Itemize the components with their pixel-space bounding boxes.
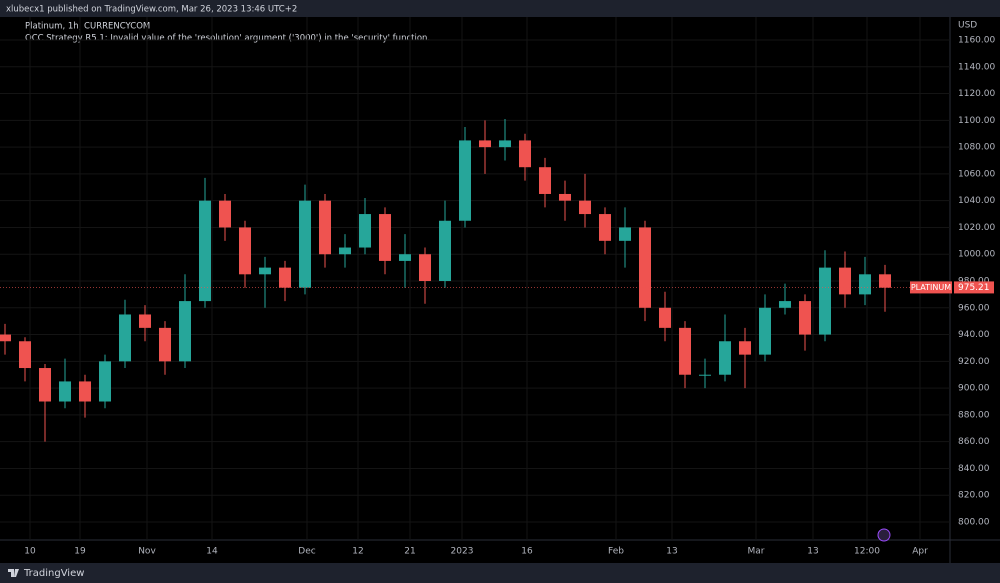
x-tick-label: Feb (608, 547, 624, 557)
brand: TradingView (23, 568, 84, 579)
candle-body (599, 214, 611, 241)
y-tick-label: 920.00 (958, 357, 990, 367)
x-tick-label: 2023 (451, 547, 474, 557)
x-tick-label: 14 (206, 547, 218, 557)
candle-body (379, 214, 391, 261)
x-tick-label: Apr (912, 547, 928, 557)
x-tick-label: Mar (748, 547, 765, 557)
candle-body (399, 254, 411, 261)
candle-body (39, 368, 51, 402)
candle-body (139, 314, 151, 328)
candle-body (519, 140, 531, 168)
candle-body (719, 341, 731, 375)
y-tick-label: 1060.00 (958, 169, 995, 179)
candle-body (19, 341, 31, 369)
x-tick-label: 13 (807, 547, 818, 557)
y-tick-label: 1140.00 (958, 62, 995, 72)
candle-body (819, 267, 831, 335)
y-tick-label: 900.00 (958, 384, 990, 394)
y-tick-label: 1080.00 (958, 143, 995, 153)
x-tick-label: 21 (404, 547, 415, 557)
candle-body (59, 381, 71, 402)
x-tick-label: Nov (138, 547, 156, 557)
alert-icon[interactable] (877, 528, 891, 542)
candle-body (79, 381, 91, 402)
candle-body (479, 140, 491, 148)
candle-body (499, 140, 511, 148)
x-tick-label: Dec (298, 547, 315, 557)
candle-body (879, 274, 891, 288)
y-tick-label: 880.00 (958, 410, 990, 420)
symbol-tag-bg (910, 281, 952, 294)
last-price-bg (954, 281, 994, 294)
publish-info: xlubecx1 published on TradingView.com, M… (6, 5, 297, 15)
candle-body (319, 200, 331, 255)
candle-body (559, 193, 571, 201)
x-tick-label: 12:00 (854, 547, 880, 557)
candle-body (99, 361, 111, 402)
logo (8, 569, 19, 577)
symbol-tag: PLATINUM (911, 283, 951, 292)
candle-body (659, 307, 671, 328)
candle-body (159, 327, 171, 362)
candle-body (419, 254, 431, 282)
candle-body (359, 214, 371, 248)
y-tick-label: 1020.00 (958, 223, 995, 233)
y-tick-label: 820.00 (958, 491, 990, 501)
plot: 800.00 820.00 840.00 860.00 880.00 900.00 920.… (0, 17, 995, 557)
chart-subtitle: OCC Strategy R5.1: Invalid value of the … (25, 34, 430, 44)
y-tick-label: 940.00 (958, 330, 990, 340)
candle-body (459, 140, 471, 221)
y-tick-label: 960.00 (958, 303, 990, 313)
top-bar (0, 0, 1000, 17)
candle-body (199, 200, 211, 302)
x-tick-label: 13 (666, 547, 677, 557)
candle-body (0, 334, 11, 342)
y-tick-label: 1160.00 (958, 36, 995, 46)
y-tick-label: 840.00 (958, 464, 990, 474)
y-tick-label: 800.00 (958, 518, 990, 528)
y-tick-label: 1120.00 (958, 89, 995, 99)
candle-body (219, 200, 231, 228)
x-tick-label: 10 (24, 547, 36, 557)
footer-bar (0, 563, 1000, 583)
candle-body (119, 314, 131, 362)
candle-body (259, 267, 271, 275)
candle-body (799, 301, 811, 335)
candle-body (859, 274, 871, 295)
y-tick-label: 860.00 (958, 437, 990, 447)
x-tick-label: 16 (521, 547, 533, 557)
candle-body (699, 374, 711, 376)
y-tick-label: 1000.00 (958, 250, 995, 260)
candle-body (339, 247, 351, 255)
candle-body (839, 267, 851, 295)
candle-body (439, 220, 451, 282)
chart-title: Platinum, 1h, CURRENCYCOM (25, 22, 150, 32)
candle-body (279, 267, 291, 288)
candle-body (619, 227, 631, 241)
candle-body (539, 167, 551, 194)
y-tick-label: 1040.00 (958, 196, 995, 206)
candle-body (679, 327, 691, 375)
last-price-label: 975.21 (958, 283, 990, 293)
candle-body (299, 200, 311, 288)
candle-body (759, 307, 771, 355)
candle-body (639, 227, 651, 308)
currency: USD (958, 21, 977, 31)
x-tick-label: 12 (352, 547, 363, 557)
y-tick-label: 1100.00 (958, 116, 995, 126)
candle-body (579, 200, 591, 215)
candle-body (239, 227, 251, 275)
x-tick-label: 19 (74, 547, 86, 557)
candle-body (739, 341, 751, 355)
candle-body (779, 301, 791, 308)
candle-body (179, 301, 191, 362)
